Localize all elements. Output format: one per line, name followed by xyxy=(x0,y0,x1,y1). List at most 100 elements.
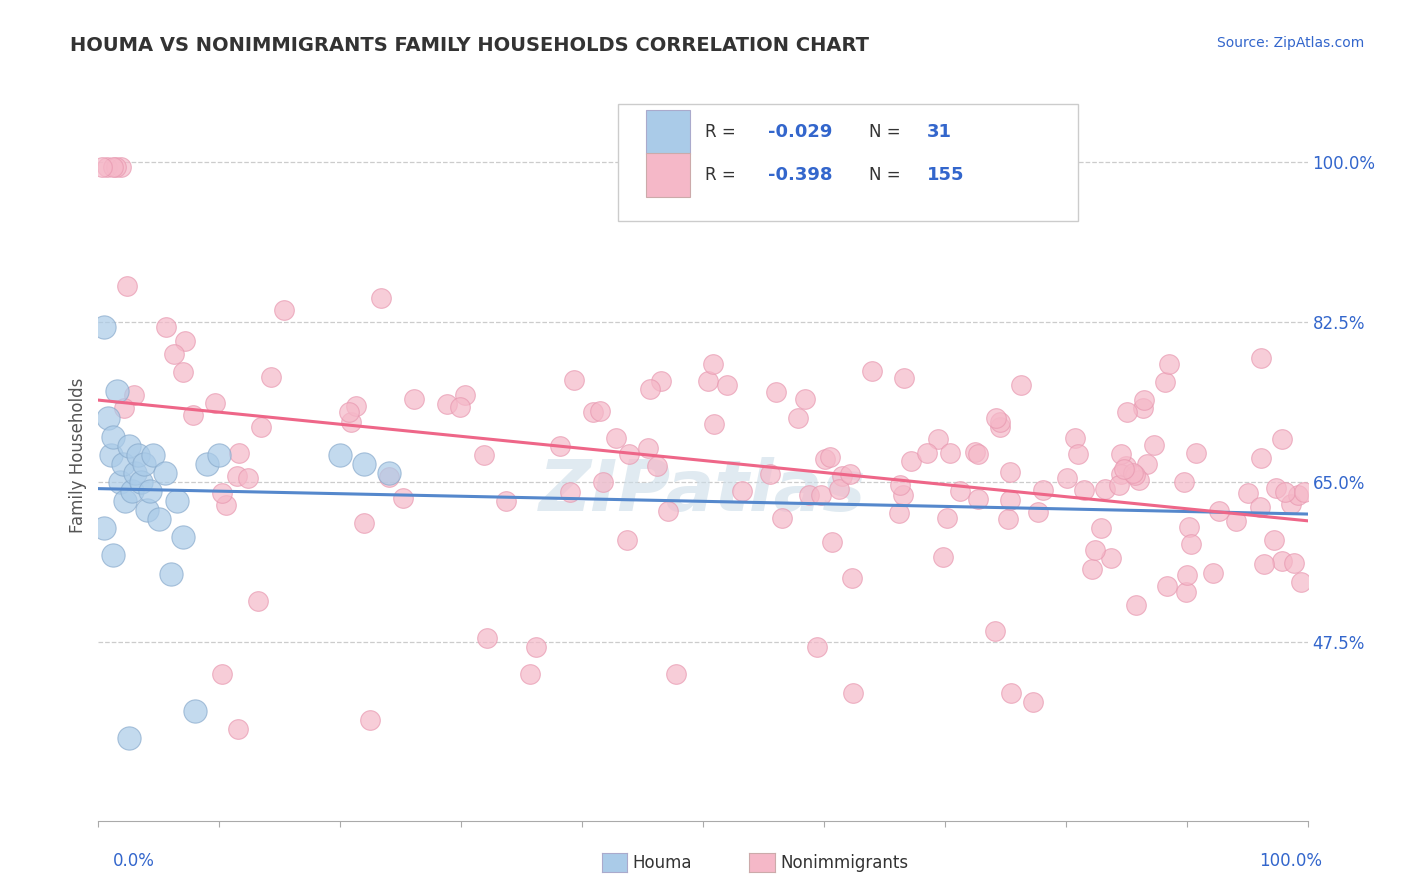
Point xyxy=(1115,405,1137,419)
Point xyxy=(112,401,135,415)
Point xyxy=(1154,375,1177,389)
Point xyxy=(831,469,853,483)
Point xyxy=(1294,485,1316,500)
Text: R =: R = xyxy=(706,166,741,184)
Text: R =: R = xyxy=(706,123,741,141)
Point xyxy=(181,409,204,423)
Point xyxy=(1094,482,1116,496)
Point xyxy=(111,457,134,471)
Point xyxy=(1157,358,1180,372)
Point xyxy=(1115,458,1137,473)
Point xyxy=(935,511,957,525)
Point xyxy=(377,466,399,480)
Point xyxy=(794,392,817,407)
Point xyxy=(1175,568,1198,582)
Point xyxy=(650,374,672,388)
Point xyxy=(124,466,146,480)
Point xyxy=(114,493,136,508)
Point xyxy=(1282,556,1305,570)
Point xyxy=(260,370,283,384)
Point xyxy=(226,469,249,483)
Text: -0.029: -0.029 xyxy=(768,123,832,141)
Point xyxy=(558,484,581,499)
FancyBboxPatch shape xyxy=(619,103,1078,221)
Point xyxy=(1109,467,1132,481)
Point xyxy=(353,516,375,530)
Point xyxy=(1289,575,1312,590)
Point xyxy=(616,533,638,547)
Point xyxy=(703,417,725,432)
Point xyxy=(637,442,659,456)
Point xyxy=(211,486,233,500)
Point xyxy=(1180,536,1202,550)
Point xyxy=(1178,520,1201,534)
Point xyxy=(329,448,352,462)
Point xyxy=(1271,554,1294,568)
Point xyxy=(91,160,114,174)
Point xyxy=(246,594,269,608)
Point xyxy=(696,374,718,388)
Point xyxy=(820,534,842,549)
Point xyxy=(215,498,238,512)
Point xyxy=(1173,475,1195,490)
Point xyxy=(1128,473,1150,487)
Point xyxy=(1000,686,1022,700)
Text: 100.0%: 100.0% xyxy=(1258,852,1322,870)
Point xyxy=(1000,465,1022,479)
Text: 155: 155 xyxy=(927,166,965,184)
Point xyxy=(887,506,910,520)
Point xyxy=(110,160,132,174)
Text: 0.0%: 0.0% xyxy=(112,852,155,870)
Point xyxy=(273,303,295,318)
Point xyxy=(1136,457,1159,471)
Point xyxy=(810,488,832,502)
Point xyxy=(97,411,120,425)
Point xyxy=(1081,562,1104,576)
Point xyxy=(160,566,183,581)
FancyBboxPatch shape xyxy=(647,111,690,153)
Point xyxy=(155,320,177,334)
Point xyxy=(1208,504,1230,518)
Point xyxy=(127,448,149,462)
Point xyxy=(101,160,124,174)
Point xyxy=(967,447,990,461)
Point xyxy=(449,400,471,414)
Point xyxy=(115,279,138,293)
Point xyxy=(1237,486,1260,500)
Point xyxy=(453,388,475,402)
Point xyxy=(1271,432,1294,446)
Point xyxy=(524,640,547,654)
Point xyxy=(806,640,828,654)
Point xyxy=(370,291,392,305)
Point xyxy=(1090,520,1112,534)
Point xyxy=(1253,557,1275,571)
Text: 31: 31 xyxy=(927,123,952,141)
Point xyxy=(121,484,143,499)
Point xyxy=(1263,533,1285,547)
Point xyxy=(1032,483,1054,498)
Point xyxy=(939,446,962,460)
Point xyxy=(1099,550,1122,565)
Point xyxy=(105,160,128,174)
Point xyxy=(195,457,218,471)
Point xyxy=(108,475,131,490)
Point xyxy=(1021,695,1043,709)
Point xyxy=(1202,566,1225,580)
Point xyxy=(519,667,541,681)
Text: Source: ZipAtlas.com: Source: ZipAtlas.com xyxy=(1216,36,1364,50)
Text: Houma: Houma xyxy=(633,854,692,871)
Point xyxy=(344,399,367,413)
Point xyxy=(1288,488,1310,502)
Point xyxy=(1000,493,1022,508)
Point xyxy=(917,445,939,459)
Point xyxy=(1010,378,1032,392)
Point xyxy=(562,374,585,388)
Text: N =: N = xyxy=(869,123,905,141)
Point xyxy=(997,511,1019,525)
Point xyxy=(818,450,841,464)
Point xyxy=(932,549,955,564)
Point xyxy=(96,160,118,174)
Point xyxy=(337,404,360,418)
Point xyxy=(472,448,495,462)
Point xyxy=(589,403,612,417)
